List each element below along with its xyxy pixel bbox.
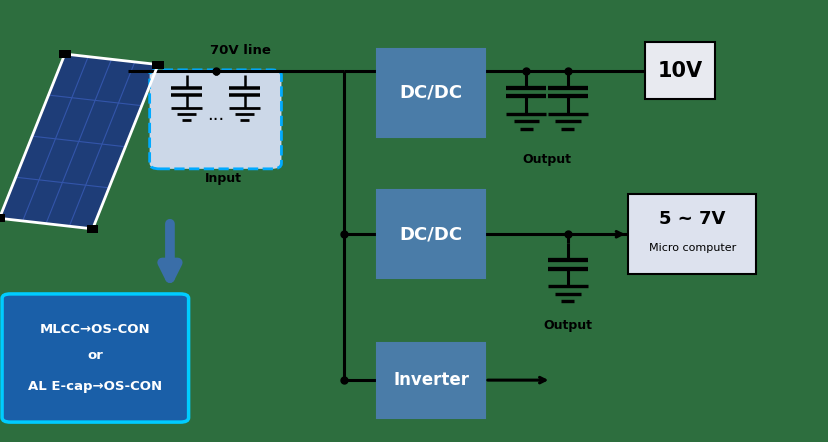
Text: DC/DC: DC/DC bbox=[399, 84, 462, 102]
FancyBboxPatch shape bbox=[149, 70, 282, 169]
Text: ...: ... bbox=[207, 106, 224, 124]
FancyBboxPatch shape bbox=[377, 49, 484, 137]
Bar bbox=[0, 214, 5, 222]
Text: or: or bbox=[87, 349, 104, 362]
Bar bbox=[152, 61, 164, 69]
Polygon shape bbox=[0, 54, 158, 229]
Text: MLCC→OS-CON: MLCC→OS-CON bbox=[40, 323, 151, 336]
Bar bbox=[87, 225, 99, 233]
Text: Inverter: Inverter bbox=[392, 371, 469, 389]
Text: Output: Output bbox=[542, 319, 592, 332]
FancyBboxPatch shape bbox=[644, 42, 714, 99]
Text: DC/DC: DC/DC bbox=[399, 225, 462, 243]
FancyBboxPatch shape bbox=[377, 343, 484, 418]
Text: 5 ~ 7V: 5 ~ 7V bbox=[658, 210, 724, 228]
Text: 70V line: 70V line bbox=[209, 45, 271, 57]
Text: Input: Input bbox=[205, 172, 242, 185]
Text: 10V: 10V bbox=[657, 61, 701, 81]
Text: Output: Output bbox=[522, 153, 571, 166]
FancyBboxPatch shape bbox=[628, 194, 755, 274]
Text: AL E-cap→OS-CON: AL E-cap→OS-CON bbox=[28, 380, 162, 393]
Text: Micro computer: Micro computer bbox=[647, 243, 735, 252]
FancyBboxPatch shape bbox=[377, 190, 484, 278]
FancyBboxPatch shape bbox=[2, 294, 188, 422]
Bar bbox=[59, 50, 70, 58]
